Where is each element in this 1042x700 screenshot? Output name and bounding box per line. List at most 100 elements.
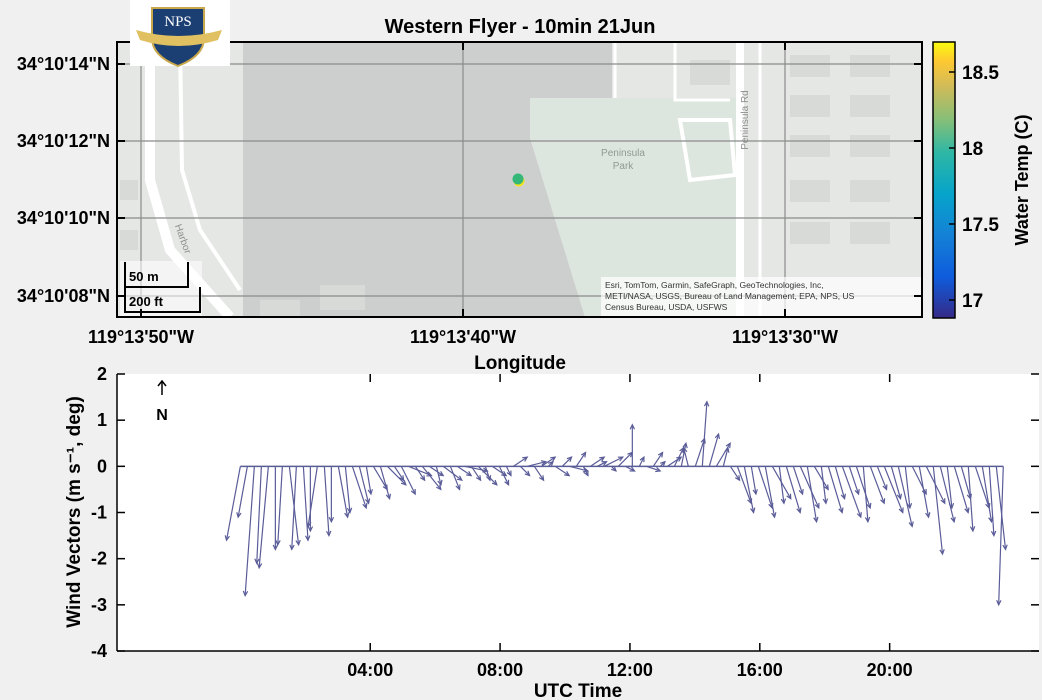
wind-vector-head bbox=[856, 512, 862, 519]
wind-vector-head bbox=[906, 502, 913, 510]
wind-vector-head bbox=[328, 516, 335, 524]
wind-vector bbox=[575, 452, 587, 467]
wind-vector bbox=[429, 465, 444, 477]
lat-tick-4: 34°10'08"N bbox=[17, 286, 110, 306]
wind-vector bbox=[408, 465, 432, 477]
wind-vector bbox=[225, 466, 241, 541]
wind-vector bbox=[841, 466, 862, 518]
wind-vector-head bbox=[362, 502, 368, 510]
wind-vector bbox=[604, 456, 624, 467]
wind-vector-head bbox=[501, 470, 508, 477]
lon-tick-2: 119°13'40"W bbox=[410, 327, 516, 347]
wind-vector bbox=[764, 466, 776, 518]
wind-vector-head bbox=[1002, 544, 1008, 551]
wind-vector bbox=[897, 466, 913, 527]
wind-vector bbox=[792, 466, 804, 495]
attribution-line2: METI/NASA, USGS, Bureau of Land Manageme… bbox=[605, 291, 855, 301]
wind-vector bbox=[365, 466, 372, 495]
wind-vector-head bbox=[566, 456, 573, 463]
north-arrow: N bbox=[156, 379, 168, 424]
wind-vector-head bbox=[548, 460, 554, 467]
wind-vector-head bbox=[538, 475, 545, 482]
wind-vector-head bbox=[325, 530, 332, 537]
wind-vector-head bbox=[823, 484, 829, 491]
wind-vector-head bbox=[295, 539, 301, 547]
wind-vector-head bbox=[289, 544, 295, 551]
ribbon-icon bbox=[136, 30, 222, 46]
wind-vector bbox=[625, 465, 635, 472]
wind-vector bbox=[820, 466, 827, 504]
wind-vector bbox=[974, 466, 990, 509]
lat-tick-2: 34°10'12"N bbox=[17, 131, 110, 151]
ytick-label: -3 bbox=[91, 595, 107, 615]
wind-vector bbox=[589, 456, 605, 467]
wind-vector-head bbox=[786, 493, 792, 500]
wind-vector-head bbox=[504, 479, 510, 487]
wind-vector bbox=[484, 466, 491, 481]
map-frame bbox=[116, 41, 923, 318]
wind-vector-head bbox=[410, 489, 416, 496]
ytick-label: -1 bbox=[91, 503, 107, 523]
wind-vector-head bbox=[813, 516, 819, 524]
north-arrow-icon bbox=[157, 379, 167, 387]
wind-vector bbox=[617, 452, 633, 467]
wind-vector-head bbox=[676, 456, 683, 462]
wind-vector-head bbox=[822, 498, 829, 505]
north-label: N bbox=[156, 407, 168, 424]
ytick-label: 1 bbox=[97, 410, 107, 430]
wind-vector bbox=[939, 466, 955, 522]
wind-vector bbox=[533, 466, 545, 481]
xtick-label: 04:00 bbox=[347, 660, 393, 680]
wind-vector bbox=[519, 465, 530, 476]
xtick-label: 16:00 bbox=[737, 660, 783, 680]
wind-vector bbox=[708, 433, 720, 467]
wind-vector-head bbox=[419, 475, 426, 482]
wind-vector-head bbox=[599, 456, 606, 462]
wind-vector bbox=[680, 443, 687, 467]
attribution-line3: Census Bureau, USDA, USFWS bbox=[605, 302, 728, 312]
wind-vector bbox=[597, 461, 607, 467]
wind-vector-head bbox=[898, 507, 904, 514]
road-label: Peninsula Rd bbox=[740, 90, 751, 149]
wind-vector-head bbox=[682, 441, 688, 449]
wind-vector-head bbox=[256, 563, 263, 570]
wind-vector-head bbox=[583, 470, 589, 477]
wind-vector bbox=[743, 466, 755, 513]
wind-vector bbox=[953, 466, 969, 513]
wind-vector bbox=[988, 466, 995, 536]
wind-vector bbox=[337, 466, 349, 518]
wind-vector bbox=[386, 465, 407, 486]
wind-vector bbox=[750, 466, 757, 495]
wind-vector-head bbox=[948, 502, 955, 510]
wind-vector-head bbox=[426, 471, 433, 477]
wind-vector-head bbox=[466, 470, 473, 477]
wind-vector bbox=[967, 466, 974, 532]
wind-vector-head bbox=[305, 535, 311, 542]
scale-metric: 50 m bbox=[129, 269, 159, 284]
wind-vector-head bbox=[629, 466, 636, 472]
wind-vector-head bbox=[307, 526, 314, 533]
wind-vector bbox=[498, 466, 510, 486]
wind-vector bbox=[302, 466, 309, 541]
wind-vector-head bbox=[438, 470, 445, 477]
wind-vector bbox=[785, 466, 801, 513]
ytick-label: 0 bbox=[97, 456, 107, 476]
wind-vector bbox=[244, 466, 255, 596]
ytick-label: -2 bbox=[91, 549, 107, 569]
wind-vector-head bbox=[550, 456, 557, 462]
wind-vector-head bbox=[896, 493, 902, 500]
basemap: Peninsula Park Peninsula Rd Harbor Esri,… bbox=[117, 42, 922, 317]
wind-vector bbox=[666, 456, 682, 467]
wind-vector-head bbox=[436, 484, 442, 491]
wind-vector-head bbox=[306, 521, 312, 528]
wind-vector-head bbox=[364, 498, 371, 505]
wind-vector-head bbox=[864, 516, 871, 524]
colorbar-tick-1: 18.5 bbox=[962, 63, 999, 84]
map-axes: Peninsula Park Peninsula Rd Harbor Esri,… bbox=[17, 16, 923, 374]
wind-vector-head bbox=[752, 489, 758, 496]
wind-vector-head bbox=[882, 484, 888, 491]
wind-vector bbox=[492, 465, 507, 477]
wind-vector-head bbox=[724, 446, 730, 453]
wind-vector bbox=[848, 466, 860, 495]
